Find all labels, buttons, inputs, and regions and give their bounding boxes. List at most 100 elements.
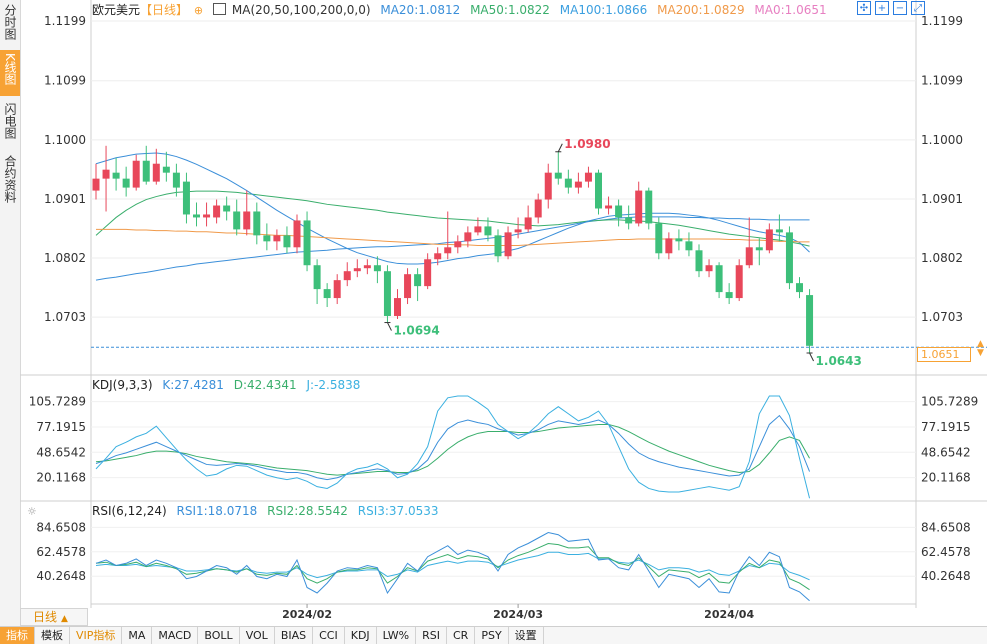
x-axis-label: 2024/02: [282, 608, 332, 621]
indicator-tab-3[interactable]: MA: [122, 627, 153, 644]
zoom-out-icon[interactable]: −: [893, 1, 907, 15]
line-rsi2: [95, 542, 810, 591]
indicator-tab-12[interactable]: CR: [447, 627, 476, 644]
candle-body: [695, 250, 703, 272]
candle-body: [735, 265, 743, 299]
sub-tick-left: 20.1168: [36, 471, 86, 485]
indicator-tab-5[interactable]: BOLL: [198, 627, 240, 644]
candle-body: [243, 211, 251, 230]
fit-icon[interactable]: ✣: [857, 1, 871, 15]
indicator-bar: 指标 模板 VIP指标 MA MACD BOLL VOL BIAS CCI KDJ LW% RSI CR…: [0, 626, 987, 644]
sidebar-tab-kline-label: K线图: [3, 53, 17, 85]
ma-line-ma50: [95, 190, 810, 247]
candle-body: [785, 232, 793, 284]
candle-body: [283, 235, 291, 248]
sub-tick-right: 77.1915: [921, 420, 971, 434]
annotation-leader: [809, 352, 814, 362]
candle-body: [796, 283, 803, 293]
ma-toggle-icon[interactable]: [212, 3, 226, 15]
candle-body: [394, 298, 401, 316]
candle-body: [213, 205, 221, 218]
indicator-tab-13[interactable]: PSY: [475, 627, 509, 644]
axis-labels: 1.1199 1.1199 1.1099 1.1099 1.1000 1.1000 1.09…: [29, 14, 979, 621]
indicator-tab-1[interactable]: 模板: [35, 627, 70, 644]
indicator-tab-10[interactable]: LW%: [377, 627, 417, 644]
sidebar-tab-flash[interactable]: 闪电图: [0, 100, 20, 148]
candle-body: [574, 181, 582, 188]
candle-body: [705, 265, 713, 272]
annotation-leader: [557, 143, 563, 152]
indicator-tab-6[interactable]: VOL: [240, 627, 275, 644]
ma0-value: MA0:1.0651: [754, 3, 827, 17]
candle-body: [102, 169, 110, 179]
price-tick-left: 1.1199: [44, 14, 86, 28]
period-selector[interactable]: 日线 ▲: [20, 608, 88, 626]
sub-tick-left: 105.7289: [29, 395, 86, 409]
candle-body: [414, 274, 422, 287]
settings-icon[interactable]: ⊕: [193, 4, 204, 17]
candle-body: [625, 217, 633, 224]
sub-tick-left: 77.1915: [36, 420, 86, 434]
sub-tick-right: 20.1168: [921, 471, 971, 485]
candle-body: [605, 205, 613, 209]
ma-label: MA(20,50,100,200,0,0): [231, 3, 371, 17]
candle-body: [494, 235, 502, 257]
candle-body: [333, 280, 341, 299]
candle-body: [122, 178, 130, 188]
candle-body: [92, 178, 100, 191]
indicator-tab-7[interactable]: BIAS: [275, 627, 314, 644]
indicator-tab-11[interactable]: RSI: [416, 627, 447, 644]
candle-body: [645, 190, 653, 224]
sidebar-tab-kline[interactable]: K线图: [0, 50, 20, 96]
kdj-j-value: J:-2.5838: [306, 378, 361, 392]
fullscreen-icon[interactable]: ⤢: [911, 1, 925, 15]
kdj-label: KDJ(9,3,3): [92, 378, 153, 392]
candle-body: [203, 214, 211, 218]
line-d: [95, 423, 810, 476]
indicator-tab-0[interactable]: 指标: [0, 627, 35, 644]
candle-body: [273, 235, 281, 242]
candle-body: [755, 247, 763, 251]
candle-body: [474, 226, 482, 233]
candle-body: [806, 295, 814, 346]
candle-body: [595, 172, 602, 209]
candle-body: [253, 211, 261, 236]
zoom-in-icon[interactable]: +: [875, 1, 889, 15]
candle-body: [353, 268, 361, 272]
sidebar-tab-timeshare[interactable]: 分时图: [0, 4, 20, 46]
line-k: [95, 414, 811, 481]
candle-body: [142, 160, 150, 182]
candle-body: [765, 229, 773, 251]
sidebar-tab-timeshare-label: 分时图: [3, 4, 17, 40]
indicator-tab-2[interactable]: VIP指标: [70, 627, 123, 644]
ma200-value: MA200:1.0829: [657, 3, 745, 17]
rsi-legend: RSI(6,12,24) RSI1:18.0718 RSI2:28.5542 R…: [92, 503, 445, 519]
candle-body: [685, 241, 693, 251]
indicator-tab-8[interactable]: CCI: [313, 627, 345, 644]
price-scroll-icon[interactable]: ▲ ▼: [977, 339, 984, 358]
candle-body: [223, 205, 231, 212]
price-tick-left: 1.0703: [44, 310, 86, 324]
price-tick-right: 1.0802: [921, 251, 963, 265]
x-axis-label: 2024/04: [704, 608, 754, 621]
sub-tick-right: 48.6542: [921, 445, 971, 459]
rsi3-value: RSI3:37.0533: [357, 504, 439, 518]
candle-body: [554, 172, 562, 179]
candle-body: [233, 211, 241, 230]
chart-area[interactable]: 1.1199 1.1199 1.1099 1.1099 1.1000 1.1000 1.09…: [0, 0, 987, 626]
price-annotation: 1.0980: [564, 137, 610, 151]
candle-body: [363, 265, 371, 269]
ma-line-ma200: [96, 228, 810, 247]
indicator-tab-9[interactable]: KDJ: [345, 627, 377, 644]
candle-body: [454, 241, 462, 248]
rsi-lines: [95, 531, 810, 602]
indicator-tab-14[interactable]: 设置: [509, 627, 544, 644]
indicator-tab-4[interactable]: MACD: [152, 627, 199, 644]
kdj-legend: KDJ(9,3,3) K:27.4281 D:42.4341 J:-2.5838: [92, 377, 366, 393]
sidebar-tab-contract[interactable]: 合约资料: [0, 152, 20, 214]
candle-body: [775, 229, 783, 233]
candle-body: [635, 190, 643, 224]
candles: [92, 145, 814, 353]
rsi-settings-icon[interactable]: ☼: [27, 505, 37, 518]
candle-body: [655, 223, 663, 254]
